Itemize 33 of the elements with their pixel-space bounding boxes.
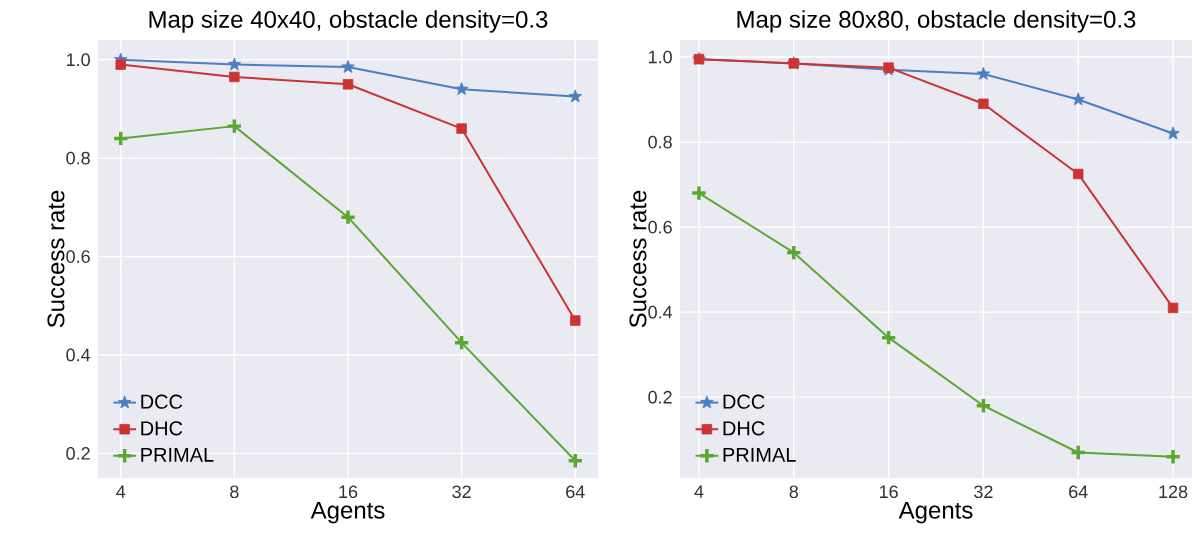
- x-axis-title: Agents: [898, 501, 973, 524]
- legend-label: DCC: [723, 394, 765, 409]
- legend-label: DHC: [141, 421, 183, 436]
- legend-label: DCC: [141, 394, 183, 409]
- y-tick-label: 0.4: [648, 305, 673, 319]
- y-tick-label: 0.6: [648, 220, 672, 234]
- legend-label: PRIMAL: [723, 447, 796, 462]
- y-tick-label: 0.2: [66, 447, 90, 460]
- y-axis-title: Success rate: [629, 190, 647, 328]
- y-tick-label: 0.6: [66, 250, 90, 263]
- y-tick-label: 0.8: [66, 151, 90, 165]
- y-tick-label: 0.8: [648, 135, 672, 149]
- x-tick-label: 8: [789, 485, 798, 499]
- x-tick-label: 128: [1159, 485, 1188, 499]
- x-tick-label: 32: [974, 485, 993, 499]
- x-tick-label: 64: [1069, 485, 1088, 499]
- y-axis-title: Success rate: [47, 190, 65, 328]
- y-tick-label: 1.0: [648, 50, 672, 64]
- x-tick-label: 64: [566, 485, 585, 499]
- chart-title: Map size 40x40, obstacle density=0.3: [149, 10, 548, 33]
- x-tick-label: 16: [879, 485, 898, 499]
- y-tick-label: 1.0: [66, 53, 90, 67]
- y-tick-label: 0.4: [66, 348, 91, 362]
- chart-title: Map size 80x80, obstacle density=0.3: [737, 10, 1136, 33]
- x-tick-label: 4: [116, 485, 126, 498]
- x-tick-label: 16: [339, 485, 358, 499]
- legend-label: PRIMAL: [141, 447, 214, 462]
- legend-label: DHC: [723, 421, 765, 436]
- x-tick-label: 4: [694, 485, 704, 498]
- y-tick-label: 0.2: [648, 390, 672, 404]
- x-tick-label: 8: [230, 485, 239, 499]
- x-axis-title: Agents: [310, 501, 385, 524]
- x-tick-label: 32: [452, 485, 471, 499]
